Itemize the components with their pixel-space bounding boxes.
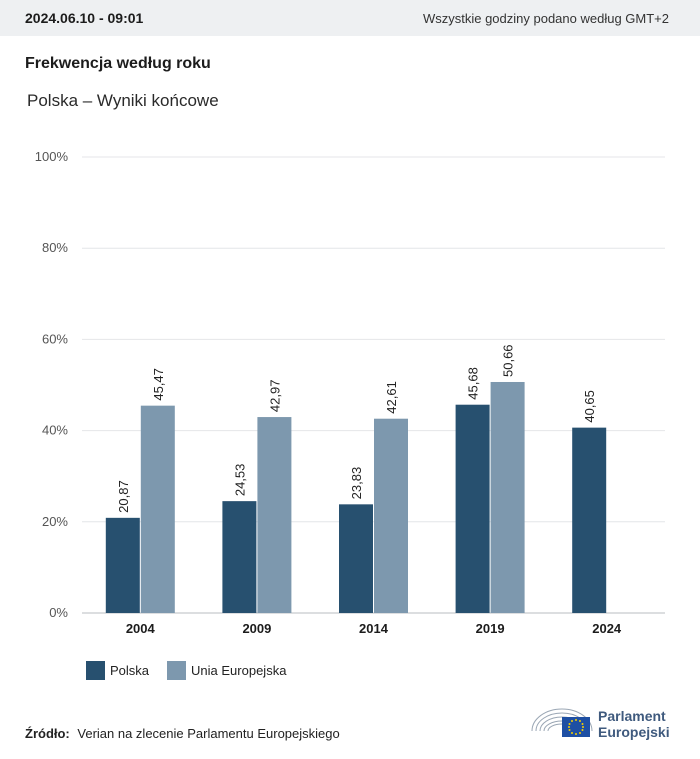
parliament-hemicycle-icon <box>531 708 593 737</box>
data-label: 50,66 <box>501 344 516 377</box>
bar-chart: 0% 20% 40% 60% 80% 100% 20,87 45,47 2004 24,53 42,… <box>35 149 665 636</box>
legend-item-eu[interactable]: Unia Europejska <box>167 661 286 680</box>
data-label: 45,47 <box>151 368 166 401</box>
data-label: 42,97 <box>267 380 282 413</box>
datetime-label: 2024.06.10 - 09:01 <box>25 10 144 26</box>
data-label: 23,83 <box>349 467 364 500</box>
legend-label-eu: Unia Europejska <box>191 663 287 678</box>
bar <box>455 404 490 613</box>
logo-text: Parlament Europejski <box>598 708 670 740</box>
parliament-logo: Parlament Europejski <box>528 701 678 741</box>
x-tick-label: 2004 <box>126 621 156 636</box>
bar <box>339 504 373 613</box>
legend-item-polska[interactable]: Polska <box>86 661 149 680</box>
data-label: 20,87 <box>116 480 131 513</box>
data-label: 45,68 <box>466 367 481 400</box>
source-text: Verian na zlecenie Parlamentu Europejski… <box>77 726 340 741</box>
data-label: 42,61 <box>384 381 399 414</box>
timezone-note: Wszystkie godziny podano według GMT+2 <box>422 10 669 26</box>
y-tick-label: 80% <box>42 240 68 255</box>
logo-line-2: Europejski <box>598 724 670 740</box>
x-tick-label: 2024 <box>592 621 622 636</box>
bar <box>140 405 175 613</box>
top-bar: 2024.06.10 - 09:01 Wszystkie godziny pod… <box>0 0 700 36</box>
x-tick-label: 2014 <box>359 621 389 636</box>
y-tick-label: 0% <box>49 605 68 620</box>
y-tick-label: 100% <box>35 149 69 164</box>
data-label: 24,53 <box>232 464 247 497</box>
chart-legend: Polska Unia Europejska <box>86 661 304 680</box>
legend-label-polska: Polska <box>110 663 150 678</box>
bar <box>105 517 140 613</box>
y-tick-label: 40% <box>42 423 68 438</box>
legend-swatch-polska <box>86 661 105 680</box>
chart-title: Frekwencja według roku <box>25 55 211 72</box>
data-label: 40,65 <box>582 390 597 423</box>
legend-swatch-eu <box>167 661 187 680</box>
bar <box>490 381 525 613</box>
y-tick-label: 60% <box>42 331 68 346</box>
logo-line-1: Parlament <box>598 708 666 724</box>
bar <box>257 417 292 613</box>
source-note: Źródło: Verian na zlecenie Parlamentu Eu… <box>25 726 340 741</box>
source-label: Źródło: <box>25 726 70 741</box>
y-tick-label: 20% <box>42 514 68 529</box>
chart-subtitle: Polska – Wyniki końcowe <box>27 91 219 110</box>
bar <box>374 418 408 613</box>
bar <box>222 501 257 613</box>
x-tick-label: 2009 <box>242 621 271 636</box>
x-tick-label: 2019 <box>476 621 505 636</box>
bar <box>572 427 607 613</box>
